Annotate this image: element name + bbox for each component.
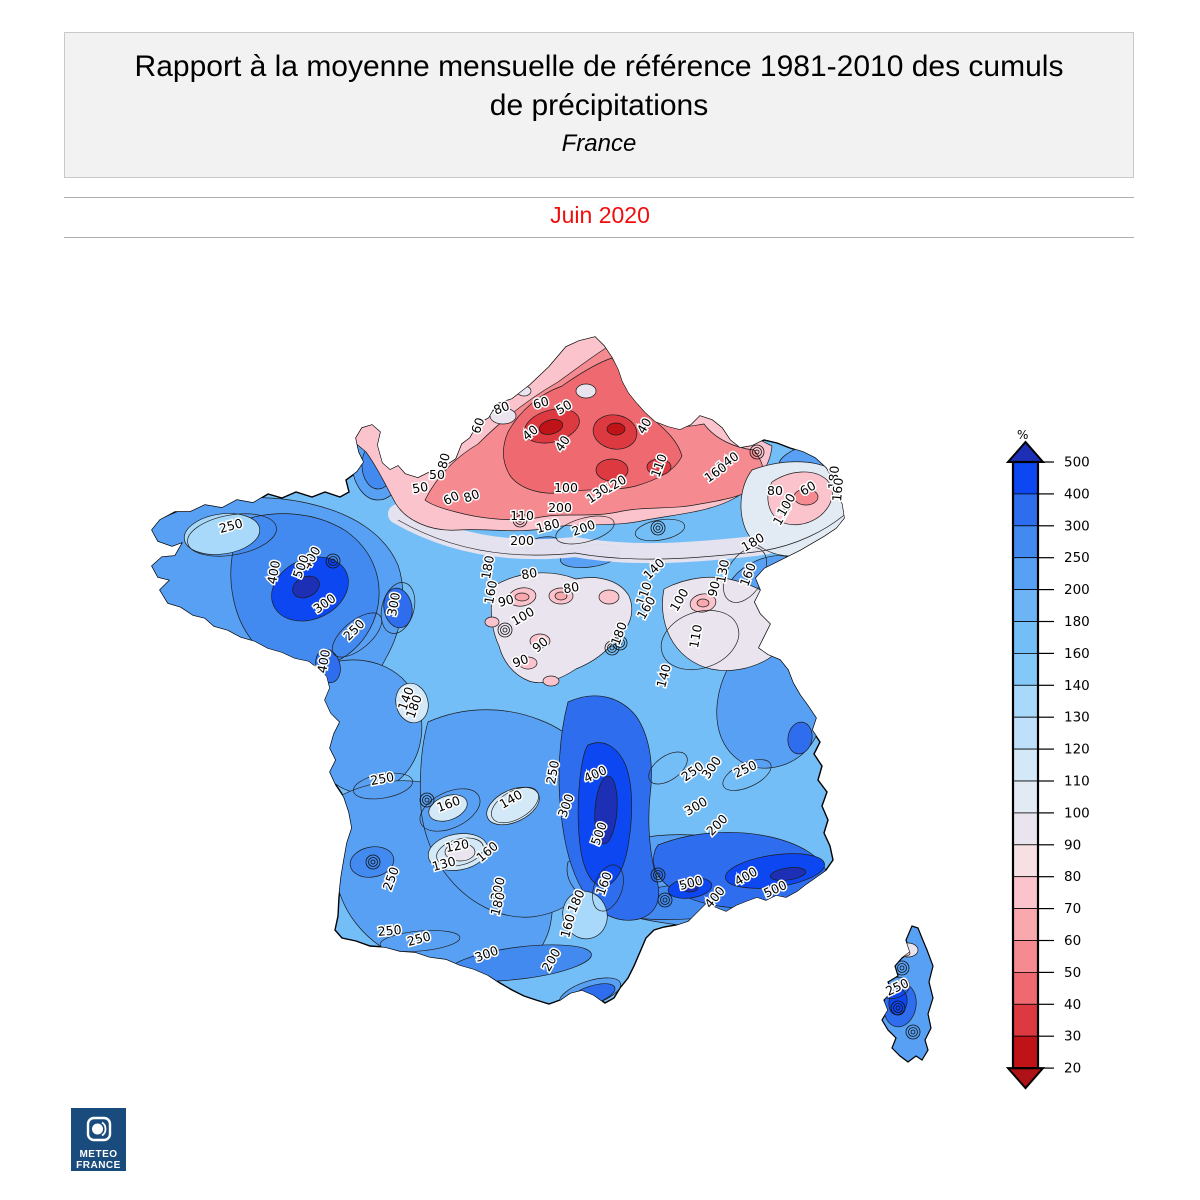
contour-label: 80 <box>767 483 783 498</box>
legend-tick-label: 400 <box>1064 486 1090 502</box>
contour-label: 90 <box>496 591 515 610</box>
legend-tick-label: 60 <box>1064 933 1081 949</box>
meteo-france-logo: METEO FRANCE <box>71 1108 126 1171</box>
legend-segment <box>1012 972 1039 1005</box>
contour-label: 250 <box>543 759 562 785</box>
contour-label: 160 <box>829 477 846 502</box>
legend-bar-border <box>1011 460 1040 1070</box>
legend-unit: % <box>1017 428 1028 442</box>
contour-label: 50 <box>429 467 445 482</box>
divider-line-top <box>64 197 1134 198</box>
legend-tick-label: 180 <box>1064 614 1090 630</box>
legend-tick-label: 100 <box>1064 805 1090 821</box>
meteo-france-icon <box>86 1116 111 1142</box>
map-subtitle: France <box>561 130 637 157</box>
contour-label: 300 <box>384 591 403 617</box>
legend-segment <box>1012 812 1039 846</box>
corsica-contour-fills <box>882 942 921 1040</box>
title-line-1: Rapport à la moyenne mensuelle de référe… <box>134 50 1064 83</box>
contour-label: 60 <box>531 393 550 412</box>
logo-line-2: FRANCE <box>76 1160 121 1171</box>
legend-tick-label: 140 <box>1064 678 1090 694</box>
contour-label: 80 <box>461 486 481 506</box>
legend-above-max-arrow <box>1005 440 1046 463</box>
legend-segment <box>1012 780 1039 814</box>
legend-tick-label: 80 <box>1064 869 1081 885</box>
legend-tick-label: 300 <box>1064 518 1090 534</box>
contour-rings <box>187 509 844 952</box>
legend-segment <box>1012 525 1039 559</box>
contour-label: 100 <box>554 480 578 495</box>
color-scale-legend: % 500 400 300 250 200 180 160 140 130 120 110 100 90 8… <box>1005 428 1090 1090</box>
map-title: Rapport à la moyenne mensuelle de référe… <box>65 47 1133 125</box>
contour-label: 110 <box>510 508 534 523</box>
legend-tick-label: 70 <box>1064 901 1081 917</box>
divider-line-bottom <box>64 237 1134 238</box>
legend-segment <box>1012 1003 1039 1037</box>
contour-label: 90 <box>704 579 723 598</box>
contour-label: 250 <box>377 922 402 939</box>
contour-label: 200 <box>510 533 534 548</box>
contour-label: 80 <box>520 565 538 583</box>
legend-tick-label: 50 <box>1064 965 1081 981</box>
legend-tick-label: 250 <box>1064 550 1090 566</box>
legend-segment <box>1012 908 1039 941</box>
legend-tick-label: 200 <box>1064 582 1090 598</box>
contour-label: 50 <box>411 479 429 497</box>
legend-segment <box>1012 589 1039 622</box>
legend-segment <box>1012 1035 1039 1069</box>
legend-tick-label: 120 <box>1064 742 1090 758</box>
legend-segment <box>1012 684 1039 718</box>
contour-label: 80 <box>491 398 511 418</box>
legend-tick-label: 20 <box>1064 1061 1081 1077</box>
contour-label: 130 <box>713 558 732 584</box>
contour-label: 200 <box>548 500 572 515</box>
legend-below-min-arrow <box>1005 1067 1046 1090</box>
contour-label: 250 <box>369 769 395 788</box>
contour-label: 160 <box>481 579 500 605</box>
legend-tick-label: 30 <box>1064 1029 1081 1045</box>
legend-segment <box>1012 652 1039 686</box>
legend-tick-label: 160 <box>1064 646 1090 662</box>
contour-label: 180 <box>825 465 842 490</box>
legend-segment <box>1012 716 1039 750</box>
legend-segment <box>1012 940 1039 973</box>
date-label: Juin 2020 <box>550 202 650 228</box>
contour-label: 110 <box>686 623 705 649</box>
legend-segment <box>1012 844 1039 878</box>
legend-tick-label: 130 <box>1064 710 1090 726</box>
legend-segment <box>1012 461 1039 495</box>
contour-label: 400 <box>264 559 283 585</box>
legend-tick-label: 500 <box>1064 455 1090 471</box>
legend-tick-label: 110 <box>1064 774 1090 790</box>
legend-segment <box>1012 557 1039 590</box>
contour-label: 180 <box>478 554 497 580</box>
contour-label: 400 <box>314 648 333 674</box>
legend-segment <box>1012 621 1039 654</box>
legend-segment <box>1012 876 1039 910</box>
legend-segment <box>1012 493 1039 527</box>
meteo-france-logo-text: METEO FRANCE <box>71 1149 126 1171</box>
logo-line-1: METEO <box>79 1149 118 1160</box>
legend-segment <box>1012 748 1039 782</box>
legend-tick-label: 40 <box>1064 997 1081 1013</box>
contour-label: 60 <box>468 415 488 435</box>
legend-tick-label: 90 <box>1064 837 1081 853</box>
title-box: Rapport à la moyenne mensuelle de référe… <box>64 32 1134 178</box>
contour-label: 120 <box>444 836 470 855</box>
contour-label: 80 <box>562 579 580 597</box>
contour-label: 90 <box>510 651 530 671</box>
title-line-2: de précipitations <box>489 89 709 122</box>
contour-label: 80 <box>434 451 453 470</box>
